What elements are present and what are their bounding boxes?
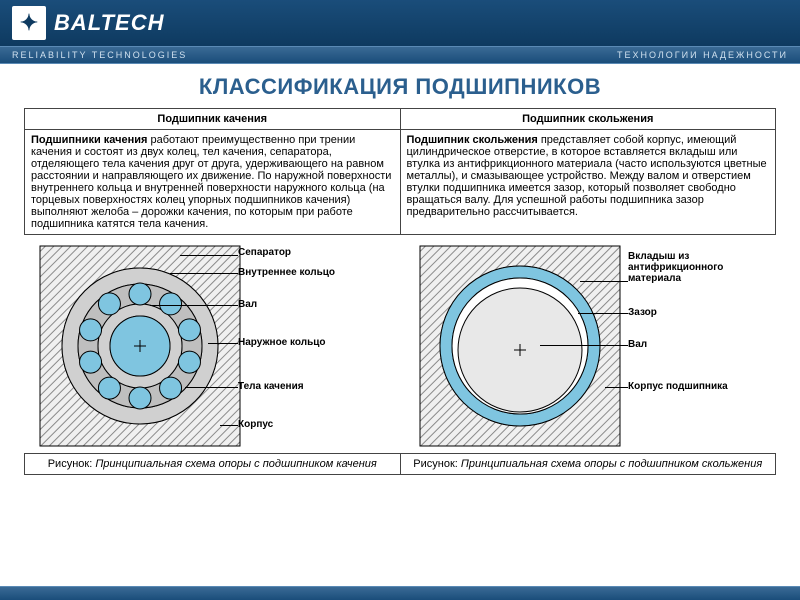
col1-body: Подшипники качения работают преимуществе…	[25, 130, 401, 235]
lead-inner	[170, 273, 238, 274]
comparison-table: Подшипник качения Подшипник скольжения П…	[24, 108, 776, 235]
col2-rest: представляет собой корпус, имеющий цилин…	[407, 134, 767, 218]
tagline-left: RELIABILITY TECHNOLOGIES	[12, 50, 187, 60]
col1-header: Подшипник качения	[25, 109, 401, 130]
logo-glyph: ✦	[20, 10, 38, 36]
caption-left-text: Принципиальная схема опоры с подшипником…	[95, 458, 376, 470]
brand-name: BALTECH	[54, 10, 164, 36]
footer-stripe	[0, 586, 800, 600]
diagrams-row: Сепаратор Внутреннее кольцо Вал Наружное…	[20, 241, 780, 451]
col2-bold: Подшипник скольжения	[407, 134, 538, 146]
tagline-stripe: RELIABILITY TECHNOLOGIES ТЕХНОЛОГИИ НАДЕ…	[0, 46, 800, 64]
lbl-outer-ring: Наружное кольцо	[238, 337, 326, 348]
lbl-housing: Корпус	[238, 419, 273, 430]
lbl-shaft2: Вал	[628, 339, 647, 350]
lead-gap	[578, 313, 628, 314]
page-title: КЛАССИФИКАЦИЯ ПОДШИПНИКОВ	[0, 64, 800, 108]
diagram-sliding-bearing: Вкладыш из антифрикционного материала За…	[410, 241, 770, 451]
lead-outer	[208, 343, 238, 344]
tagline-right: ТЕХНОЛОГИИ НАДЕЖНОСТИ	[617, 50, 788, 60]
lead-shaft	[150, 305, 238, 306]
lbl-rolling-el: Тела качения	[238, 381, 304, 392]
lead-shaft2	[540, 345, 628, 346]
lead-separator	[180, 255, 238, 256]
col2-header: Подшипник скольжения	[400, 109, 776, 130]
col2-body: Подшипник скольжения представляет собой …	[400, 130, 776, 235]
caption-row: Рисунок: Принципиальная схема опоры с по…	[24, 453, 776, 475]
lead-housing	[220, 425, 238, 426]
diagram-rolling-bearing: Сепаратор Внутреннее кольцо Вал Наружное…	[30, 241, 390, 451]
lbl-inner-ring: Внутреннее кольцо	[238, 267, 335, 278]
caption-left: Рисунок: Принципиальная схема опоры с по…	[25, 454, 401, 474]
lbl-gap: Зазор	[628, 307, 657, 318]
logo-icon: ✦	[12, 6, 46, 40]
lead-balls	[185, 387, 238, 388]
lbl-housing2: Корпус подшипника	[628, 381, 728, 392]
caption-left-prefix: Рисунок:	[48, 458, 96, 470]
caption-right-text: Принципиальная схема опоры с подшипником…	[461, 458, 762, 470]
lead-housing2	[605, 387, 628, 388]
col1-rest: работают преимущественно при трении каче…	[31, 134, 391, 230]
col1-bold: Подшипники качения	[31, 134, 147, 146]
lbl-shaft: Вал	[238, 299, 257, 310]
lbl-separator: Сепаратор	[238, 247, 291, 258]
caption-right-prefix: Рисунок:	[413, 458, 461, 470]
caption-right: Рисунок: Принципиальная схема опоры с по…	[401, 454, 776, 474]
lbl-liner: Вкладыш из антифрикционного материала	[628, 251, 768, 284]
header-bar: ✦ BALTECH	[0, 0, 800, 46]
lead-liner	[580, 281, 628, 282]
